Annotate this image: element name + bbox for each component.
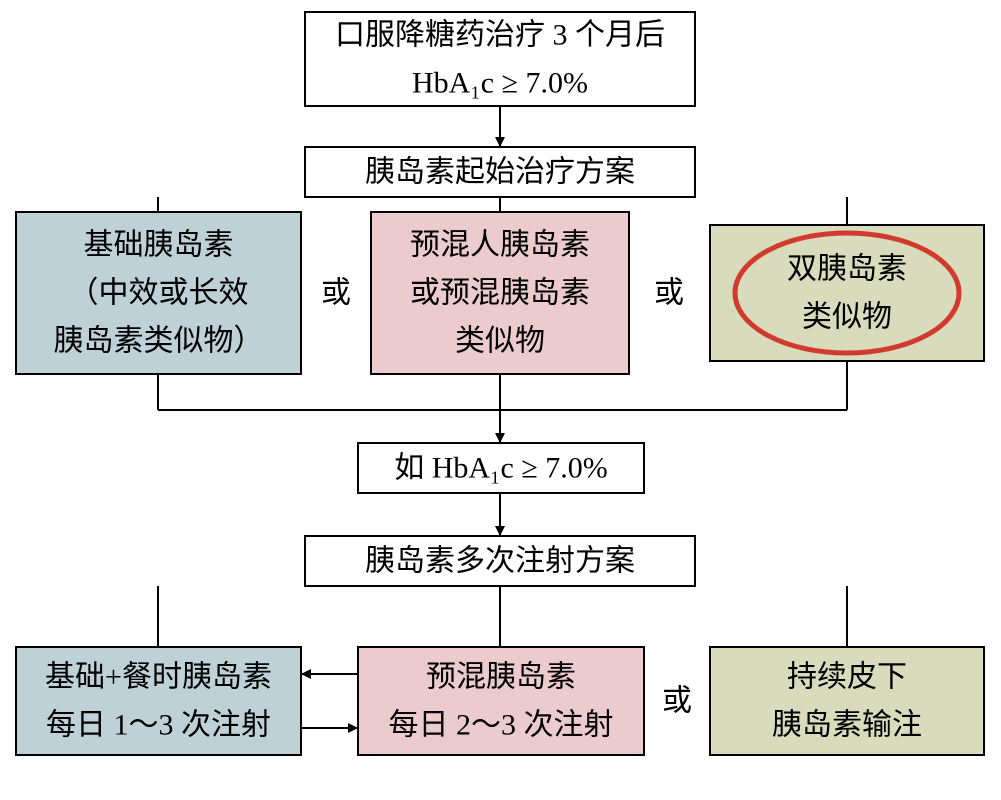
flow-node-text: 基础胰岛素 <box>84 229 234 262</box>
flow-node-text: 持续皮下 <box>787 661 907 694</box>
flow-node-n6c: 持续皮下胰岛素输注 <box>710 647 984 755</box>
flow-node-n3b: 预混人胰岛素或预混胰岛素类似物 <box>371 212 629 374</box>
flow-node-text: 胰岛素类似物） <box>54 325 264 358</box>
or-label: 或 <box>662 685 692 718</box>
flow-node-text: 胰岛素输注 <box>772 709 922 742</box>
flow-node-text: 基础+餐时胰岛素 <box>45 661 272 694</box>
flow-node-text: 胰岛素起始治疗方案 <box>365 156 635 189</box>
flow-node-n5: 胰岛素多次注射方案 <box>305 536 695 586</box>
or-label: 或 <box>654 277 684 310</box>
flow-node-n1: 口服降糖药治疗 3 个月后 HbA₁c ≥ 7.0% <box>305 12 695 106</box>
flow-node-text: 预混人胰岛素 <box>410 229 590 262</box>
flow-node-text: 预混胰岛素 <box>426 661 576 694</box>
flowchart-canvas: 口服降糖药治疗 3 个月后 HbA₁c ≥ 7.0% 胰岛素起始治疗方案基础胰岛素 （… <box>0 0 1001 800</box>
flow-node-n3a: 基础胰岛素 （中效或长效胰岛素类似物） <box>16 212 301 374</box>
flow-node-text: 类似物 <box>455 325 545 358</box>
flow-node-n6b: 预混胰岛素每日 2～3 次注射 <box>358 647 644 755</box>
flow-node-text: 或预混胰岛素 <box>410 277 590 310</box>
flow-node-text: HbA₁c ≥ 7.0% <box>412 67 588 100</box>
flow-node-text: 双胰岛素 <box>787 253 907 286</box>
flow-node-text: 胰岛素多次注射方案 <box>365 545 635 578</box>
flow-node-n4: 如 HbA₁c ≥ 7.0% <box>358 443 644 493</box>
flow-node-text: 每日 1～3 次注射 <box>46 709 271 742</box>
flow-node-text: 如 HbA₁c ≥ 7.0% <box>394 452 608 485</box>
flow-node-text: 类似物 <box>802 301 892 334</box>
flow-node-text: 口服降糖药治疗 3 个月后 <box>335 19 665 52</box>
flow-node-n3c: 双胰岛素类似物 <box>710 225 984 361</box>
flow-node-text: 每日 2～3 次注射 <box>389 709 614 742</box>
flow-node-text: （中效或长效 <box>69 277 249 310</box>
or-label: 或 <box>321 277 351 310</box>
flow-node-n6a: 基础+餐时胰岛素每日 1～3 次注射 <box>16 647 301 755</box>
edges-layer <box>158 106 847 728</box>
flow-node-n2: 胰岛素起始治疗方案 <box>305 147 695 197</box>
